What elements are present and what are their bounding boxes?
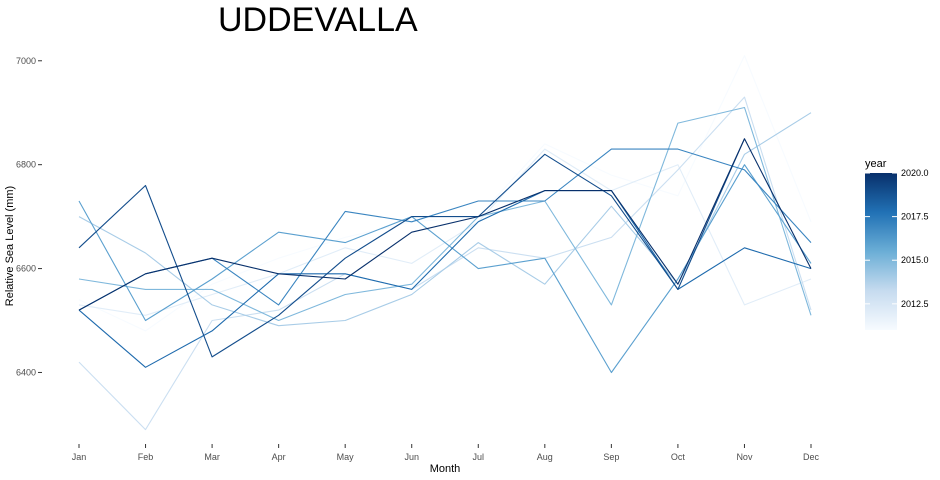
legend-tick-label: 2012.5: [901, 299, 929, 309]
y-axis-label: Relative Sea Level (mm): [4, 186, 16, 306]
legend-colorbar: [865, 173, 897, 330]
series-line-2011: [78, 55, 812, 332]
x-tick-label: Nov: [736, 452, 753, 462]
y-tick-label: 6400: [16, 367, 36, 377]
legend-tick-label: 2017.5: [901, 212, 929, 222]
chart-title: UDDEVALLA: [218, 1, 418, 39]
x-tick-label: Sep: [603, 452, 619, 462]
x-axis: Jan Feb Mar Apr May Jun Jul Aug Sep Oct Nov Dec: [72, 444, 820, 462]
x-axis-label: Month: [430, 463, 461, 475]
series-line-2017: [78, 148, 812, 311]
plot-area: [78, 55, 812, 431]
x-tick-label: Dec: [803, 452, 820, 462]
x-tick-label: May: [337, 452, 355, 462]
legend-title: year: [865, 158, 887, 170]
x-tick-label: Apr: [272, 452, 286, 462]
x-tick-label: Oct: [671, 452, 686, 462]
legend-tick-label: 2020.0: [901, 168, 929, 178]
x-tick-label: Feb: [138, 452, 154, 462]
x-tick-label: Jan: [72, 452, 87, 462]
series-line-2018: [78, 190, 812, 368]
x-tick-label: Mar: [204, 452, 220, 462]
y-axis: 6400 6600 6800 7000: [16, 56, 42, 377]
series-line-2019: [78, 138, 746, 358]
legend: year 2012.5 2015.0 2017.5 2020.0: [865, 158, 929, 330]
series-line-2015: [78, 106, 812, 322]
x-tick-label: Jul: [473, 452, 485, 462]
x-tick-label: Jun: [404, 452, 419, 462]
legend-tick-label: 2015.0: [901, 255, 929, 265]
x-tick-label: Aug: [537, 452, 553, 462]
series-line-2014: [78, 112, 812, 327]
y-tick-label: 6600: [16, 264, 36, 274]
y-tick-label: 6800: [16, 160, 36, 170]
y-tick-label: 7000: [16, 56, 36, 66]
series-line-2020: [78, 138, 812, 311]
